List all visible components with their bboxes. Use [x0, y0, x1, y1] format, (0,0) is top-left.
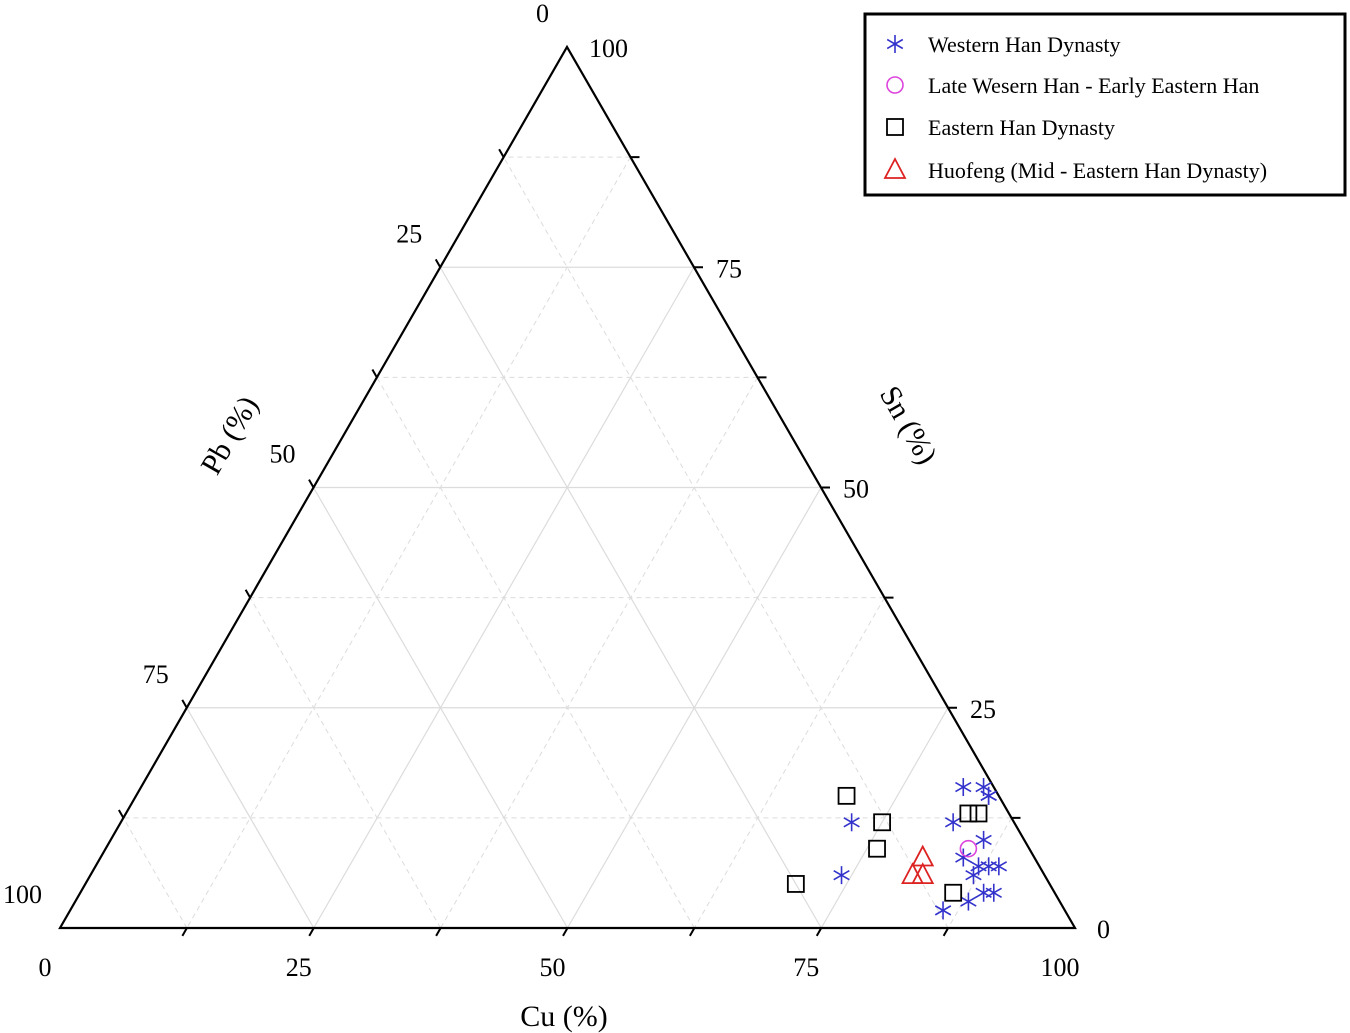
legend-label: Western Han Dynasty: [928, 32, 1121, 57]
cu-tick-label: 75: [793, 953, 819, 982]
sn-tick-label: 25: [970, 695, 996, 724]
legend-marker-triangle: [883, 157, 907, 179]
tick-mark: [435, 927, 442, 937]
grid-line: [503, 156, 949, 929]
grid-line: [566, 487, 822, 929]
data-point-triangle: [901, 862, 925, 885]
ticks: [118, 148, 1021, 937]
data-point-square: [959, 804, 978, 823]
grid-line: [312, 487, 569, 929]
tick-mark: [689, 927, 696, 937]
legend-marker-square: [886, 118, 904, 136]
data-point-asterisk: [955, 778, 972, 797]
legend: Western Han Dynasty Late Wesern Han - Ear…: [863, 12, 1347, 197]
data-point-triangle: [911, 862, 935, 885]
tick-mark: [244, 589, 251, 599]
sn-tick-label: 0: [1097, 915, 1110, 944]
cu-tick-label: 25: [286, 953, 312, 982]
tick-mark: [371, 369, 378, 378]
data-point-asterisk: [975, 830, 992, 849]
data-point-square: [837, 786, 856, 805]
grid-line: [186, 707, 315, 929]
cu-tick-label: 100: [1041, 953, 1080, 982]
grid-line: [376, 377, 695, 929]
tick-mark: [308, 479, 315, 488]
data-point-square: [873, 813, 891, 832]
grid-line: [440, 377, 758, 929]
grid-line: [820, 707, 949, 929]
pb-axis-title: Pb (%): [194, 391, 265, 480]
legend-label: Late Wesern Han - Early Eastern Han: [928, 73, 1259, 98]
grid-line: [693, 597, 885, 929]
cu-tick-label: 50: [540, 953, 566, 982]
legend-marker-asterisk: [886, 35, 904, 53]
data-point-asterisk: [843, 813, 860, 832]
pb-tick-label: 25: [396, 219, 422, 248]
data-point-asterisk: [944, 813, 962, 832]
data-point-square: [786, 875, 805, 893]
pb-tick-label: 0: [536, 0, 549, 28]
data-point-asterisk: [965, 866, 982, 885]
sn-tick-label: 50: [843, 475, 869, 504]
legend-label: Huofeng (Mid - Eastern Han Dynasty): [928, 158, 1267, 183]
cu-tick-label: 0: [39, 953, 52, 982]
data-point-square: [969, 804, 988, 823]
data-point-asterisk: [934, 901, 952, 920]
tick-mark: [118, 809, 125, 819]
data-point-asterisk: [960, 892, 977, 911]
data-point-asterisk: [975, 883, 992, 902]
tick-mark: [942, 927, 949, 937]
pb-tick-label: 50: [270, 440, 296, 469]
sn-tick-label: 75: [716, 254, 742, 283]
legend-marker-circle: [886, 76, 904, 94]
sn-axis-title: Sn (%): [873, 381, 944, 470]
tick-mark: [434, 258, 442, 268]
data-point-circle: [959, 839, 978, 858]
tick-mark: [815, 927, 823, 937]
legend-label: Eastern Han Dynasty: [928, 115, 1115, 140]
data-point-asterisk: [833, 866, 850, 885]
grid-line: [122, 817, 188, 929]
tick-mark: [181, 699, 188, 709]
grid-line: [249, 597, 442, 929]
grid-line: [186, 156, 631, 929]
pb-tick-label: 100: [3, 880, 42, 909]
pb-tick-label: 75: [143, 660, 169, 689]
data-point-asterisk: [980, 786, 997, 805]
tick-mark: [498, 148, 505, 158]
tick-mark: [562, 927, 569, 937]
data-point-asterisk: [985, 883, 1002, 902]
tick-mark: [181, 927, 188, 937]
legend-box: [863, 12, 1347, 197]
data-point-square: [944, 883, 963, 902]
grid-line: [947, 817, 1012, 929]
tick-labels: 0 0 0 25 25 25 50 50 50 75 75 75 100 100 100: [3, 0, 1110, 982]
data-points: [786, 778, 1008, 920]
data-point-asterisk: [990, 857, 1008, 876]
cu-axis-title: Cu (%): [520, 1000, 607, 1033]
data-point-asterisk: [955, 848, 972, 867]
sn-tick-label: 100: [589, 34, 628, 63]
data-point-square: [868, 839, 886, 858]
tick-mark: [308, 927, 315, 937]
grid: [122, 156, 1012, 929]
